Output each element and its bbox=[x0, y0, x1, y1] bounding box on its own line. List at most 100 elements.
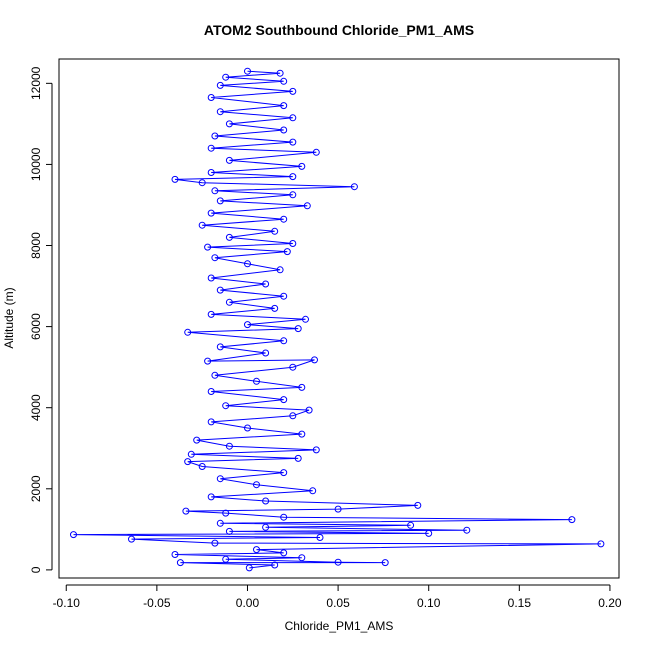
data-point bbox=[222, 555, 230, 563]
data-point bbox=[280, 337, 288, 345]
data-point bbox=[207, 169, 215, 176]
data-point bbox=[289, 363, 297, 371]
data-point bbox=[216, 475, 224, 483]
y-tick-label: 4000 bbox=[29, 394, 43, 421]
y-tick-label: 2000 bbox=[29, 475, 43, 502]
data-point bbox=[280, 396, 288, 404]
data-point bbox=[216, 343, 224, 351]
data-point bbox=[350, 183, 358, 191]
y-axis-label: Altitude (m) bbox=[2, 287, 16, 348]
data-point bbox=[204, 243, 212, 251]
data-point bbox=[271, 304, 279, 312]
data-point bbox=[222, 509, 230, 517]
data-point bbox=[271, 227, 279, 235]
data-point bbox=[407, 521, 415, 529]
data-point bbox=[216, 519, 224, 527]
data-point bbox=[298, 383, 306, 391]
data-point bbox=[303, 202, 311, 210]
data-point bbox=[207, 418, 215, 426]
data-point bbox=[244, 321, 251, 329]
data-point bbox=[211, 132, 219, 140]
data-point bbox=[216, 197, 224, 205]
data-point bbox=[222, 73, 230, 81]
data-point bbox=[244, 260, 251, 268]
data-point bbox=[312, 446, 320, 454]
data-point bbox=[262, 497, 270, 505]
data-point bbox=[283, 248, 291, 256]
data-point bbox=[280, 215, 288, 223]
y-tick-label: 8000 bbox=[29, 232, 43, 259]
data-point bbox=[280, 513, 288, 521]
data-point bbox=[204, 357, 212, 365]
x-tick-label: 0.15 bbox=[508, 596, 532, 610]
y-axis: 0 2000 4000 6000 8000 10000 12000 bbox=[29, 66, 53, 573]
data-point bbox=[198, 221, 206, 229]
data-point bbox=[207, 388, 215, 395]
data-point bbox=[207, 209, 215, 217]
y-tick-label: 0 bbox=[29, 566, 43, 573]
data-point bbox=[244, 67, 251, 75]
data-point bbox=[198, 179, 206, 187]
data-point bbox=[253, 377, 260, 385]
data-point bbox=[425, 529, 433, 537]
data-point bbox=[280, 549, 288, 557]
data-point bbox=[305, 406, 313, 414]
data-point bbox=[414, 501, 422, 509]
data-point bbox=[244, 424, 251, 432]
x-axis-label: Chloride_PM1_AMS bbox=[285, 619, 394, 633]
data-point bbox=[207, 493, 215, 501]
data-point bbox=[276, 69, 284, 77]
data-point bbox=[222, 402, 230, 410]
data-point bbox=[381, 559, 389, 567]
data-point bbox=[289, 240, 297, 247]
data-point bbox=[128, 535, 135, 543]
data-point bbox=[276, 266, 284, 274]
data-point bbox=[211, 539, 219, 547]
data-point bbox=[171, 551, 179, 558]
x-axis: -0.10 -0.05 0.00 0.05 0.10 0.15 0.20 bbox=[53, 584, 622, 610]
data-point bbox=[289, 138, 297, 146]
series-line bbox=[73, 70, 601, 569]
data-point bbox=[70, 531, 77, 539]
data-point bbox=[289, 87, 297, 95]
data-point bbox=[289, 191, 297, 199]
data-point bbox=[334, 505, 342, 513]
data-point bbox=[216, 108, 224, 116]
data-point bbox=[262, 280, 270, 288]
data-point bbox=[225, 442, 233, 450]
data-point bbox=[262, 523, 270, 531]
chart-title: ATOM2 Southbound Chloride_PM1_AMS bbox=[204, 22, 474, 38]
data-point bbox=[262, 349, 270, 357]
data-point bbox=[463, 526, 471, 534]
data-point bbox=[334, 558, 342, 566]
data-point bbox=[280, 102, 288, 110]
data-point bbox=[568, 516, 576, 524]
series-layer bbox=[70, 67, 605, 572]
data-point bbox=[253, 546, 260, 554]
data-point bbox=[211, 254, 219, 262]
data-point bbox=[216, 286, 224, 294]
plot-frame bbox=[58, 58, 620, 579]
data-point bbox=[280, 77, 288, 85]
data-point bbox=[280, 126, 288, 134]
data-point bbox=[298, 430, 306, 438]
data-point bbox=[312, 148, 320, 156]
data-point bbox=[302, 315, 309, 323]
y-tick-label: 10000 bbox=[29, 147, 43, 181]
data-point bbox=[187, 450, 195, 458]
data-point bbox=[182, 507, 190, 515]
data-point bbox=[225, 233, 233, 241]
x-tick-label: -0.10 bbox=[53, 596, 81, 610]
data-point bbox=[271, 561, 279, 569]
data-point bbox=[176, 559, 184, 567]
x-tick-label: 0.05 bbox=[326, 596, 350, 610]
data-point bbox=[207, 310, 215, 318]
data-point bbox=[294, 454, 302, 462]
data-point bbox=[225, 527, 233, 535]
data-point bbox=[211, 187, 219, 195]
y-tick-label: 12000 bbox=[29, 66, 43, 100]
data-point bbox=[597, 540, 605, 548]
data-point bbox=[280, 292, 288, 300]
data-point bbox=[311, 356, 318, 364]
